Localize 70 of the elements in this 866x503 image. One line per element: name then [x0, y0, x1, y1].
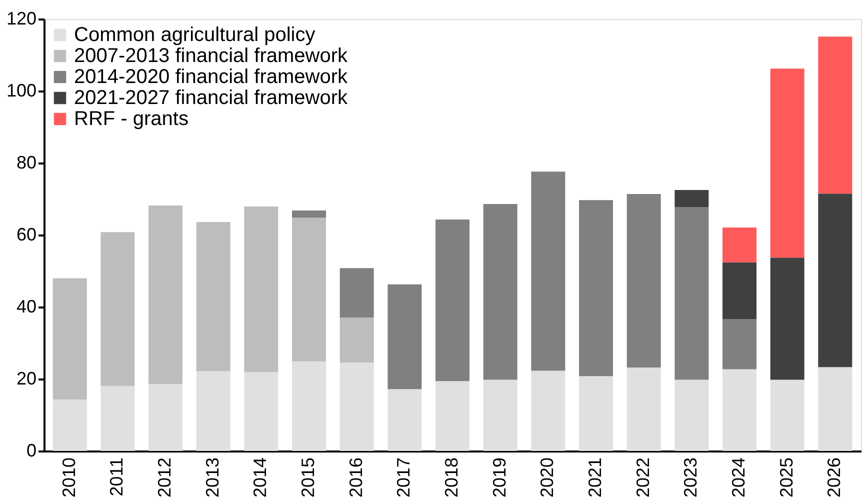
bar: [292, 361, 326, 451]
legend-label: RRF - grants: [74, 108, 188, 130]
bar: [626, 194, 661, 368]
bar: [770, 258, 804, 380]
x-tick-label: 2025: [776, 458, 796, 498]
y-tick-label: 80: [16, 152, 36, 172]
bar: [722, 319, 756, 370]
legend-label: 2014-2020 financial framework: [74, 66, 348, 88]
bar: [531, 370, 566, 451]
bar: [244, 206, 278, 372]
bar: [292, 210, 326, 218]
bar: [674, 380, 709, 451]
bar: [52, 400, 87, 451]
x-tick-label: 2013: [202, 458, 222, 498]
bar: [818, 36, 852, 194]
x-tick-label: 2010: [58, 458, 79, 498]
x-tick-label: 2020: [537, 458, 558, 498]
bar: [388, 284, 422, 390]
x-tick-label: 2024: [728, 458, 748, 498]
bar: [244, 372, 278, 451]
x-tick-label: 2012: [154, 458, 174, 498]
y-tick-label: 100: [6, 80, 36, 100]
x-tick-label: 2018: [442, 458, 462, 498]
bar: [340, 317, 374, 362]
bar: [100, 232, 135, 386]
legend-label: 2007-2013 financial framework: [74, 45, 348, 67]
bar: [436, 220, 470, 382]
bar: [483, 380, 518, 451]
bar: [722, 262, 756, 320]
bar: [626, 367, 661, 451]
y-tick-label: 120: [6, 8, 36, 28]
x-tick-label: 2017: [394, 458, 414, 498]
x-tick-label: 2022: [632, 458, 653, 498]
bar: [818, 194, 852, 368]
bar: [52, 278, 87, 400]
bar: [770, 380, 804, 451]
bar: [722, 369, 756, 451]
bar: [770, 68, 804, 258]
legend-label: 2021-2027 financial framework: [74, 87, 348, 109]
bar: [579, 376, 613, 451]
bar: [100, 386, 135, 451]
bar: [483, 204, 518, 380]
bar: [196, 371, 230, 451]
bar: [722, 227, 756, 262]
x-tick-label: 2011: [106, 458, 127, 496]
x-tick-label: 2026: [824, 458, 844, 498]
y-tick-label: 60: [16, 224, 36, 244]
bar: [674, 207, 709, 380]
y-tick-label: 40: [16, 296, 36, 316]
bar: [340, 268, 374, 318]
y-tick-label: 20: [16, 368, 36, 388]
x-tick-label: 2016: [346, 458, 366, 498]
bar: [148, 384, 182, 451]
bar: [818, 367, 852, 451]
x-tick-label: 2023: [680, 458, 701, 498]
x-tick-label: 2019: [489, 458, 510, 498]
bar: [579, 200, 613, 376]
bar: [674, 190, 709, 208]
x-tick-label: 2015: [298, 458, 318, 498]
x-tick-label: 2014: [250, 458, 270, 498]
bar: [436, 381, 470, 451]
x-tick-label: 2021: [585, 458, 605, 498]
bar: [531, 172, 566, 371]
bar: [196, 222, 230, 372]
bar: [148, 205, 182, 384]
bar: [340, 362, 374, 451]
bar: [388, 389, 422, 451]
y-tick-label: 0: [26, 440, 36, 460]
legend-label: Common agricultural policy: [74, 24, 316, 46]
bar: [292, 218, 326, 362]
